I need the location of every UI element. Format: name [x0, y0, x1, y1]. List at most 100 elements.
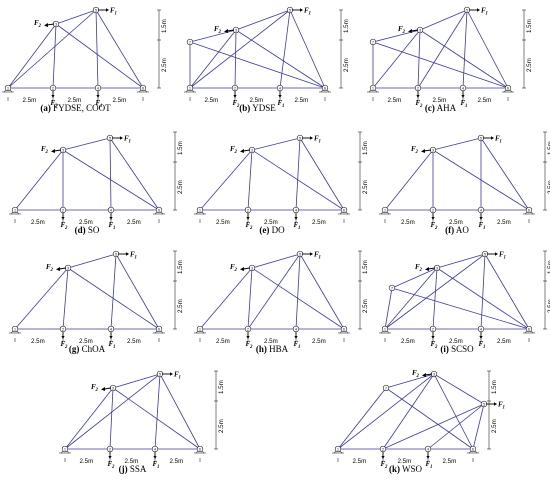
truss-node — [151, 445, 159, 453]
member — [433, 373, 474, 450]
node-number: 5 — [109, 136, 112, 141]
member — [189, 29, 237, 43]
node-number: 4 — [110, 208, 113, 213]
panel-caption-letter: (h) — [256, 344, 267, 354]
member — [95, 9, 144, 89]
force-f1-sub: 1 — [135, 256, 137, 261]
node-number: 6 — [528, 327, 531, 332]
panel-caption: (k) WSO — [389, 464, 423, 474]
force-f1-sub: 1 — [500, 140, 502, 145]
force-f2-label: F — [398, 25, 403, 33]
member — [419, 29, 509, 89]
force-f1-arrowhead — [310, 252, 313, 256]
node-number: 5 — [159, 372, 162, 377]
member — [234, 29, 237, 89]
truss-node — [379, 445, 387, 453]
truss-node — [186, 84, 194, 92]
member — [295, 137, 301, 211]
dimension-vertical-bottom: 2.5m — [362, 180, 369, 194]
truss-node — [459, 84, 467, 92]
force-f2-arrowhead — [425, 267, 429, 271]
force-f1-arrowhead — [170, 372, 173, 376]
truss-node — [469, 445, 477, 453]
node-number: 6 — [507, 86, 510, 91]
member — [247, 253, 301, 330]
dimension-vertical-top: 1.5m — [526, 19, 533, 33]
force-f2-label: F — [415, 263, 420, 271]
dimension-horizontal: 2.5m — [31, 338, 45, 345]
dimension-vertical-bottom: 2.5m — [343, 58, 350, 72]
truss-node — [94, 84, 102, 92]
truss-node — [231, 84, 239, 92]
force-f2-arrow — [242, 267, 251, 270]
panel-caption-name: HBA — [267, 344, 289, 354]
vertical-load-sub: 2 — [64, 345, 68, 350]
vertical-load-arrowhead — [278, 95, 282, 98]
vertical-load-label: F — [479, 340, 484, 348]
vertical-load-sub: 2 — [111, 465, 115, 470]
force-f1-arrowhead — [495, 252, 498, 256]
node-number: 7 — [189, 40, 192, 45]
dimension-horizontal: 2.5m — [353, 458, 367, 465]
dimension-horizontal: 2.5m — [127, 219, 141, 226]
node-number: 5 — [466, 8, 469, 13]
force-f2-arrowhead — [240, 267, 244, 271]
member — [189, 41, 326, 89]
force-f2-sub: 2 — [419, 268, 423, 273]
panel-caption: (h) HBA — [256, 344, 289, 354]
truss-node — [107, 325, 115, 333]
member — [62, 149, 160, 211]
node-number: 6 — [142, 86, 145, 91]
node-number: 6 — [472, 447, 475, 452]
force-f1-label: F — [174, 371, 179, 379]
force-f2-sub: 2 — [38, 24, 42, 29]
vertical-load-sub: 1 — [113, 345, 115, 350]
dimension-vertical-bottom: 2.5m — [177, 299, 184, 313]
truss-node — [155, 206, 163, 214]
truss-node — [139, 84, 147, 92]
vertical-load-sub: 1 — [298, 226, 300, 231]
node-number: 4 — [154, 447, 157, 452]
force-f2-arrow — [53, 149, 62, 152]
truss-node — [369, 84, 377, 92]
member — [14, 149, 64, 211]
force-f1-sub: 1 — [309, 12, 311, 17]
dimension-vertical-top: 1.5m — [177, 141, 184, 155]
vertical-load-label: F — [381, 460, 386, 468]
dimension-horizontal: 2.5m — [295, 97, 309, 104]
vertical-load-sub: 1 — [483, 226, 485, 231]
force-f2-arrowhead — [224, 29, 228, 33]
panel-caption-letter: (g) — [69, 344, 80, 354]
node-number: 6 — [528, 208, 531, 213]
vertical-load-label: F — [61, 340, 66, 348]
node-number: 6 — [343, 208, 346, 213]
truss-node — [106, 445, 114, 453]
vertical-load-arrowhead — [246, 336, 250, 339]
member — [189, 9, 291, 89]
force-f1-arrowhead — [300, 8, 303, 12]
vertical-load-label: F — [246, 340, 251, 348]
dimension-horizontal: 2.5m — [23, 97, 37, 104]
member — [391, 287, 530, 330]
member — [251, 267, 345, 330]
panel-caption-letter: (f) — [445, 225, 454, 235]
force-f2-arrow — [410, 29, 419, 32]
vertical-load-label: F — [461, 99, 466, 107]
node-number: 3 — [251, 266, 254, 271]
node-number: 4 — [110, 327, 113, 332]
dimension-horizontal: 2.5m — [497, 338, 511, 345]
force-f2-sub: 2 — [415, 150, 419, 155]
vertical-load-arrowhead — [246, 217, 250, 220]
force-f1-label: F — [130, 251, 135, 259]
truss-node — [276, 84, 284, 92]
truss-node — [11, 206, 19, 214]
dimension-horizontal: 2.5m — [497, 219, 511, 226]
node-number: 1 — [199, 327, 202, 332]
node-number: 1 — [384, 208, 387, 213]
dimension-vertical-top: 1.5m — [547, 260, 550, 274]
panel-caption: (g) ChOA — [69, 344, 106, 354]
force-f1-arrowhead — [120, 136, 123, 140]
force-f1-label: F — [499, 251, 504, 259]
